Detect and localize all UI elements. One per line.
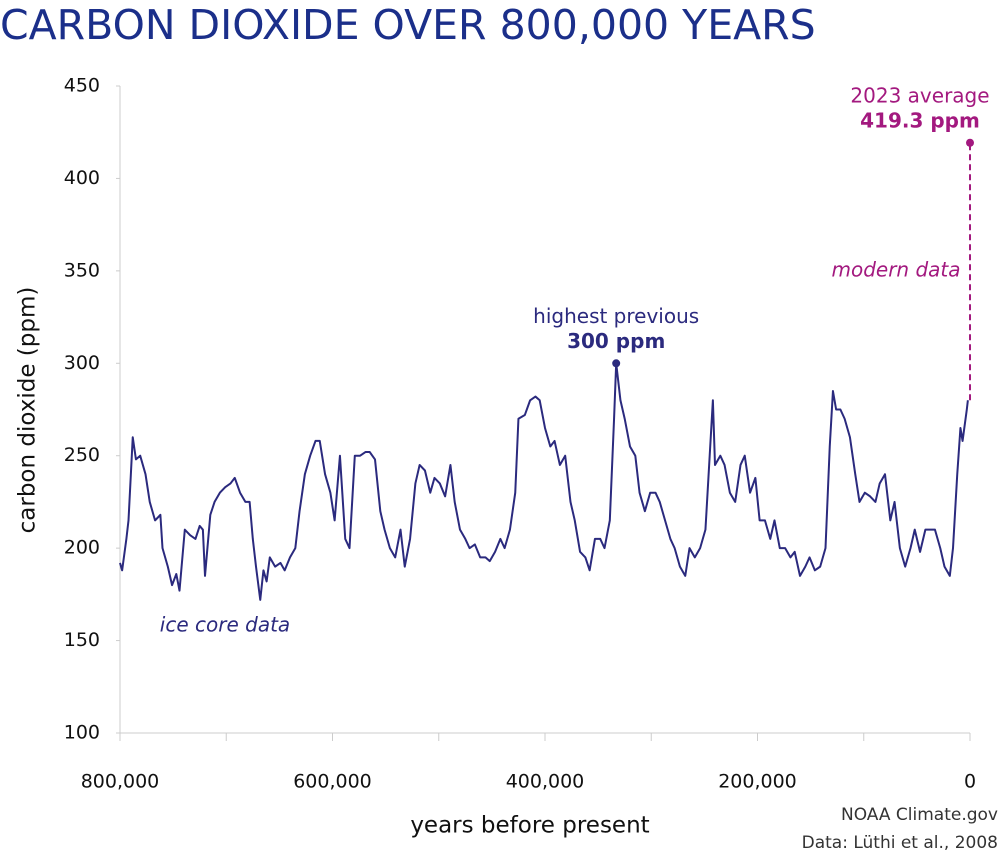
annotation-point xyxy=(966,138,974,147)
x-tick-label: 800,000 xyxy=(81,771,160,793)
source-line: NOAA Climate.gov xyxy=(841,805,998,825)
annotation-text: highest previous xyxy=(533,304,699,328)
annotation-value: 300 ppm xyxy=(567,329,665,353)
y-tick-label: 450 xyxy=(64,75,100,97)
y-tick-label: 200 xyxy=(64,537,100,559)
y-tick-label: 100 xyxy=(64,722,100,744)
x-tick-label: 600,000 xyxy=(293,771,372,793)
y-tick-label: 400 xyxy=(64,167,100,189)
annotation-value: 419.3 ppm xyxy=(860,108,980,132)
x-tick-label: 400,000 xyxy=(506,771,585,793)
annotation-text: 2023 average xyxy=(850,83,989,107)
x-axis-title: years before present xyxy=(410,813,649,839)
source-line: Data: Lüthi et al., 2008 xyxy=(802,833,998,853)
y-tick-label: 300 xyxy=(64,352,100,374)
series-label: modern data xyxy=(831,258,960,282)
chart-title: CARBON DIOXIDE OVER 800,000 YEARS xyxy=(0,1,816,49)
series-label: ice core data xyxy=(160,613,290,637)
series-line xyxy=(119,362,969,601)
y-tick-label: 250 xyxy=(64,444,100,466)
x-tick-label: 0 xyxy=(964,771,976,793)
y-tick-label: 150 xyxy=(64,629,100,651)
annotation-point xyxy=(612,359,621,368)
x-tick-label: 200,000 xyxy=(718,771,797,793)
y-tick-label: 350 xyxy=(64,259,100,281)
y-axis-title: carbon dioxide (ppm) xyxy=(15,287,41,534)
